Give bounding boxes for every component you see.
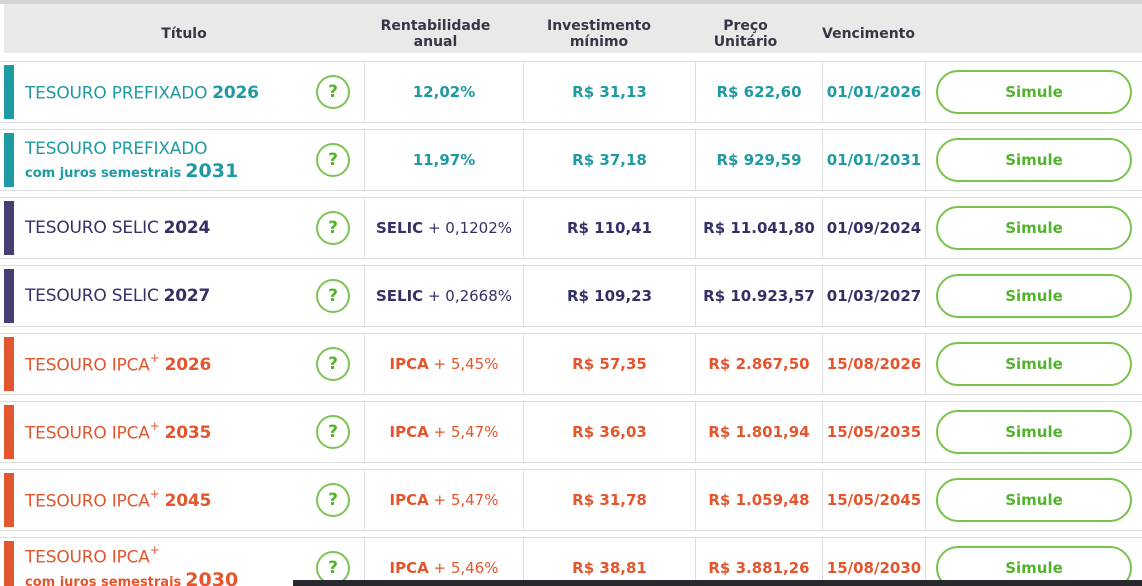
bond-subtitle: com juros semestrais: [25, 165, 182, 181]
table-row: TESOURO PREFIXADO 2026 ? 12,02% R$ 31,13 …: [0, 61, 1142, 123]
rate-value: IPCA + 5,47%: [364, 470, 523, 530]
bond-year: 2026: [164, 355, 212, 376]
rate-value: SELIC + 0,1202%: [364, 198, 523, 258]
table-row: TESOURO SELIC 2024 ? SELIC + 0,1202% R$ 1…: [0, 197, 1142, 259]
help-icon[interactable]: ?: [316, 279, 350, 313]
maturity-date: 15/08/2030: [826, 559, 922, 577]
bond-name: TESOURO IPCA: [25, 547, 150, 568]
bond-year: 2026: [212, 83, 259, 104]
bond-title[interactable]: TESOURO IPCA+ 2035: [25, 418, 212, 444]
bond-name: TESOURO SELIC: [25, 218, 159, 238]
table-header: Título Rentabilidade anual Investimento …: [4, 4, 1142, 53]
bond-year: 2030: [185, 568, 239, 586]
bond-name: TESOURO IPCA: [25, 423, 150, 444]
rate-value: IPCA + 5,46%: [364, 538, 523, 586]
rate-value: IPCA + 5,47%: [364, 402, 523, 462]
bond-year: 2027: [163, 286, 211, 306]
table-row: TESOURO SELIC 2027 ? SELIC + 0,2668% R$ 1…: [0, 265, 1142, 327]
bond-year: 2035: [164, 423, 212, 444]
min-investment-value: R$ 38,81: [572, 559, 647, 577]
simulate-button[interactable]: Simule: [936, 478, 1132, 522]
simulate-button[interactable]: Simule: [936, 138, 1132, 182]
rate-value: SELIC + 0,2668%: [364, 266, 523, 326]
bond-title[interactable]: TESOURO IPCA+ com juros semestrais 2030: [25, 543, 239, 586]
table-row: TESOURO IPCA+ 2026 ? IPCA + 5,45% R$ 57,3…: [0, 333, 1142, 395]
column-header-investimento: Investimento mínimo: [547, 17, 651, 50]
bond-name: TESOURO PREFIXADO: [25, 138, 208, 159]
maturity-date: 01/01/2026: [826, 83, 922, 101]
bond-subtitle: com juros semestrais: [25, 574, 182, 586]
min-investment-value: R$ 37,18: [572, 151, 647, 169]
bond-name: TESOURO SELIC: [25, 286, 159, 306]
rate-value: 11,97%: [364, 130, 523, 190]
bond-year: 2045: [164, 491, 212, 512]
column-header-rentabilidade: Rentabilidade anual: [380, 17, 491, 50]
unit-price-value: R$ 11.041,80: [703, 219, 815, 237]
bond-title[interactable]: TESOURO SELIC 2027: [25, 286, 210, 306]
bond-year: 2031: [185, 159, 239, 182]
bond-color-bar: [4, 201, 14, 255]
unit-price-value: R$ 3.881,26: [708, 559, 810, 577]
bond-color-bar: [4, 405, 14, 459]
simulate-button[interactable]: Simule: [936, 274, 1132, 318]
unit-price-value: R$ 929,59: [716, 151, 802, 169]
unit-price-value: R$ 1.801,94: [708, 423, 810, 441]
bottom-dark-strip: [293, 580, 1142, 586]
bond-title[interactable]: TESOURO IPCA+ 2045: [25, 486, 212, 512]
maturity-date: 01/03/2027: [826, 287, 922, 305]
min-investment-value: R$ 31,78: [572, 491, 647, 509]
min-investment-value: R$ 110,41: [566, 219, 653, 237]
help-icon[interactable]: ?: [316, 143, 350, 177]
bond-title[interactable]: TESOURO PREFIXADO 2026: [25, 81, 259, 104]
bond-color-bar: [4, 65, 14, 119]
min-investment-value: R$ 31,13: [572, 83, 647, 101]
help-icon[interactable]: ?: [316, 75, 350, 109]
help-icon[interactable]: ?: [316, 211, 350, 245]
min-investment-value: R$ 109,23: [566, 287, 653, 305]
column-header-vencimento: Vencimento: [822, 25, 915, 42]
min-investment-value: R$ 36,03: [572, 423, 647, 441]
bond-color-bar: [4, 269, 14, 323]
maturity-date: 15/05/2045: [826, 491, 922, 509]
top-border-strip: [0, 0, 1142, 4]
simulate-button[interactable]: Simule: [936, 342, 1132, 386]
simulate-button[interactable]: Simule: [936, 70, 1132, 114]
unit-price-value: R$ 622,60: [716, 83, 802, 101]
bond-color-bar: [4, 473, 14, 527]
unit-price-value: R$ 1.059,48: [708, 491, 810, 509]
unit-price-value: R$ 2.867,50: [708, 355, 810, 373]
rate-value: IPCA + 5,45%: [364, 334, 523, 394]
simulate-button[interactable]: Simule: [936, 206, 1132, 250]
maturity-date: 01/09/2024: [826, 219, 922, 237]
simulate-button[interactable]: Simule: [936, 410, 1132, 454]
rate-value: 12,02%: [364, 62, 523, 122]
bond-year: 2024: [163, 218, 211, 238]
help-icon[interactable]: ?: [316, 415, 350, 449]
table-row: TESOURO IPCA+ com juros semestrais 2030 ?…: [0, 537, 1142, 586]
bond-name: TESOURO PREFIXADO: [25, 83, 208, 104]
bond-title[interactable]: TESOURO PREFIXADO com juros semestrais 20…: [25, 139, 238, 182]
table-row: TESOURO PREFIXADO com juros semestrais 20…: [0, 129, 1142, 191]
help-icon[interactable]: ?: [316, 483, 350, 517]
column-header-titulo: Título: [161, 25, 207, 42]
bond-color-bar: [4, 337, 14, 391]
column-header-preco: Preço Unitário: [713, 17, 778, 50]
table-row: TESOURO IPCA+ 2045 ? IPCA + 5,47% R$ 31,7…: [0, 469, 1142, 531]
unit-price-value: R$ 10.923,57: [703, 287, 815, 305]
bond-name: TESOURO IPCA: [25, 355, 150, 376]
bond-title[interactable]: TESOURO IPCA+ 2026: [25, 350, 212, 376]
bond-title[interactable]: TESOURO SELIC 2024: [25, 218, 210, 238]
simulate-button[interactable]: Simule: [936, 546, 1132, 586]
maturity-date: 01/01/2031: [826, 151, 922, 169]
bond-color-bar: [4, 541, 14, 586]
help-icon[interactable]: ?: [316, 347, 350, 381]
min-investment-value: R$ 57,35: [572, 355, 647, 373]
maturity-date: 15/05/2035: [826, 423, 922, 441]
bond-color-bar: [4, 133, 14, 187]
table-row: TESOURO IPCA+ 2035 ? IPCA + 5,47% R$ 36,0…: [0, 401, 1142, 463]
maturity-date: 15/08/2026: [826, 355, 922, 373]
bond-name: TESOURO IPCA: [25, 491, 150, 512]
